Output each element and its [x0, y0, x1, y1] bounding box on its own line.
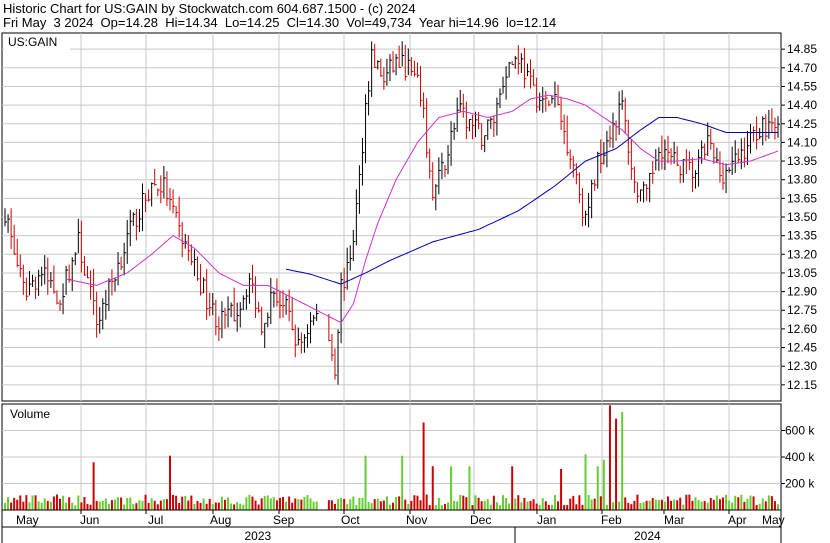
- price-tick-label: 14.55: [787, 79, 817, 93]
- volume-panel-title: Volume: [10, 407, 50, 421]
- price-tick-label: 13.35: [787, 229, 817, 243]
- price-panel-title: US:GAIN: [8, 35, 57, 49]
- month-label: May: [762, 513, 785, 527]
- price-tick-label: 14.40: [787, 98, 817, 112]
- price-tick-label: 13.95: [787, 154, 817, 168]
- month-label: Aug: [210, 513, 231, 527]
- price-title-bg: [4, 35, 70, 50]
- price-tick-label: 13.65: [787, 191, 817, 205]
- month-label: Sep: [273, 513, 295, 527]
- volume-title-bg: [4, 406, 58, 421]
- price-tick-label: 13.20: [787, 247, 817, 261]
- chart-header-title: Historic Chart for US:GAIN by Stockwatch…: [3, 1, 416, 16]
- moving-average-long-line: [286, 117, 778, 285]
- price-tick-label: 13.50: [787, 210, 817, 224]
- year-label: 2024: [634, 529, 661, 543]
- chart-header-quote: Fri May 3 2024 Op=14.28 Hi=14.34 Lo=14.2…: [3, 15, 557, 30]
- year-label: 2023: [245, 529, 272, 543]
- price-tick-label: 14.10: [787, 135, 817, 149]
- month-label: Jun: [80, 513, 99, 527]
- price-tick-label: 14.85: [787, 42, 817, 56]
- month-label: Apr: [728, 513, 747, 527]
- month-label: May: [16, 513, 39, 527]
- price-tick-label: 12.30: [787, 359, 817, 373]
- price-tick-label: 12.60: [787, 322, 817, 336]
- price-tick-label: 12.45: [787, 341, 817, 355]
- month-label: Oct: [341, 513, 360, 527]
- price-tick-label: 14.25: [787, 117, 817, 131]
- price-tick-label: 12.90: [787, 285, 817, 299]
- volume-tick-label: 600 k: [785, 424, 815, 438]
- moving-average-short-line: [66, 94, 779, 324]
- price-tick-label: 12.15: [787, 378, 817, 392]
- month-label: Mar: [664, 513, 685, 527]
- month-label: Nov: [406, 513, 427, 527]
- month-label: Dec: [470, 513, 491, 527]
- price-tick-label: 14.70: [787, 61, 817, 75]
- price-tick-label: 12.75: [787, 303, 817, 317]
- month-label: Jul: [148, 513, 163, 527]
- volume-tick-label: 400 k: [785, 450, 815, 464]
- month-label: Feb: [601, 513, 622, 527]
- volume-tick-label: 200 k: [785, 477, 815, 491]
- month-label: Jan: [537, 513, 556, 527]
- price-tick-label: 13.80: [787, 173, 817, 187]
- price-tick-label: 13.05: [787, 266, 817, 280]
